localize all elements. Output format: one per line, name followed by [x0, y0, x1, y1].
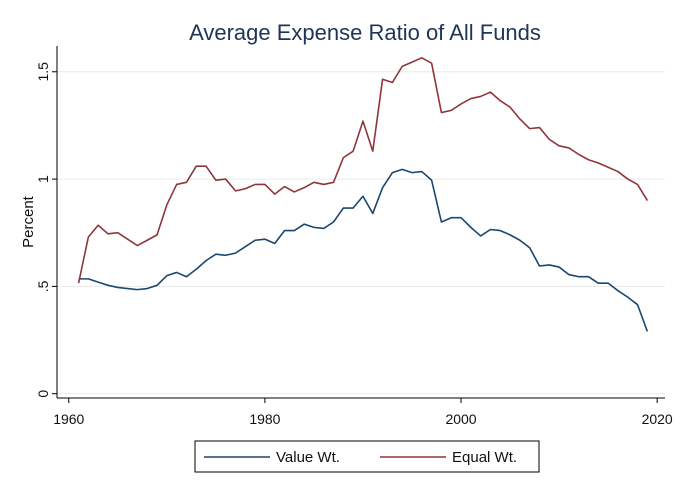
series-line-value-wt — [78, 168, 649, 332]
axes: 0 .5 1 1.5 1960 1980 2000 2020 — [35, 46, 673, 427]
x-tick-label: 1980 — [249, 411, 280, 427]
legend-label: Equal Wt. — [452, 449, 517, 466]
grid-lines — [57, 71, 665, 395]
x-tick-label: 2000 — [445, 411, 476, 427]
x-tick-label: 1960 — [53, 411, 84, 427]
series-lines — [77, 56, 649, 332]
y-tick-label: .5 — [35, 280, 51, 292]
chart-title: Average Expense Ratio of All Funds — [189, 20, 541, 45]
x-tick-label: 2020 — [642, 411, 673, 427]
legend-label: Value Wt. — [276, 449, 340, 466]
y-tick-label: 1.5 — [35, 62, 51, 82]
legend: Value Wt. Equal Wt. — [194, 440, 540, 473]
y-axis-label: Percent — [20, 195, 37, 248]
y-tick-label: 0 — [35, 390, 51, 398]
y-tick-label: 1 — [35, 175, 51, 183]
series-line-equal-wt — [77, 56, 649, 284]
